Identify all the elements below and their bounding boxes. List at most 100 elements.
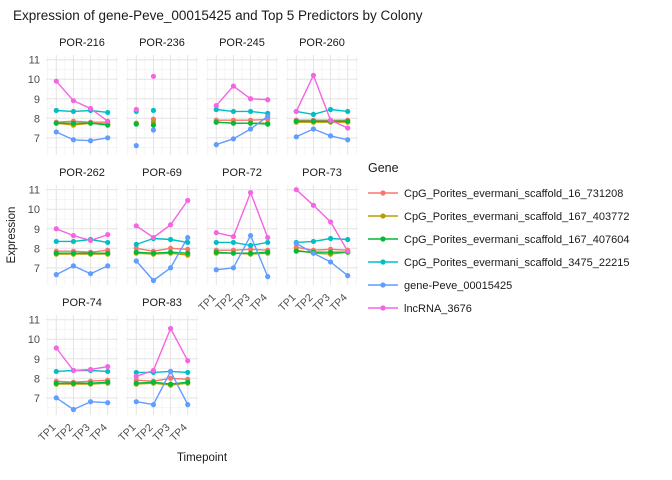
data-point xyxy=(327,117,334,123)
data-point xyxy=(265,97,271,103)
y-tick-label: 9 xyxy=(34,94,40,106)
legend-label: CpG_Porites_evermani_scaffold_16_731208 xyxy=(404,188,623,200)
data-point xyxy=(310,111,317,117)
y-tick-label: 9 xyxy=(34,224,40,236)
facet-label: POR-74 xyxy=(62,297,102,309)
data-point xyxy=(133,249,139,255)
data-point xyxy=(310,72,317,78)
data-point xyxy=(185,379,191,385)
data-point xyxy=(230,120,237,126)
data-point xyxy=(327,106,334,113)
data-point xyxy=(247,120,254,126)
facet-label: POR-73 xyxy=(302,167,342,179)
x-tick-label: TP4 xyxy=(328,292,350,314)
legend-label: CpG_Porites_evermani_scaffold_3475_22215 xyxy=(404,257,629,269)
line-CpG_Porites_evermani_scaffold_167_403772 xyxy=(136,382,188,386)
legend-title: Gene xyxy=(368,161,399,175)
facet-label: POR-69 xyxy=(142,167,182,179)
facet-label: POR-245 xyxy=(219,37,265,49)
data-point xyxy=(105,400,111,406)
data-point xyxy=(133,223,139,229)
data-point xyxy=(310,238,317,245)
data-point xyxy=(53,368,59,375)
data-point xyxy=(105,122,111,128)
data-point xyxy=(293,118,299,124)
line-gene-Peve_00015425 xyxy=(55,397,108,411)
data-point xyxy=(327,133,334,139)
data-point xyxy=(70,120,77,126)
line-CpG_Porites_evermani_scaffold_3475_22215 xyxy=(56,109,108,114)
legend-item-CpG_Porites_evermani_scaffold_167_407604: CpG_Porites_evermani_scaffold_167_407604 xyxy=(368,234,629,246)
legend-item-lncRNA_3676: lncRNA_3676 xyxy=(368,303,472,315)
y-tick-label: 7 xyxy=(34,393,40,405)
data-point xyxy=(70,232,77,239)
data-point xyxy=(53,226,59,232)
facet-label: POR-262 xyxy=(59,167,105,179)
line-gene-Peve_00015425 xyxy=(295,242,349,277)
data-point xyxy=(293,248,299,254)
data-point xyxy=(87,105,94,112)
data-point xyxy=(167,249,174,255)
data-point xyxy=(230,83,237,89)
facet-POR-245: POR-245 xyxy=(206,37,278,155)
y-tick-label: 11 xyxy=(29,185,40,197)
legend-item-CpG_Porites_evermani_scaffold_3475_22215: CpG_Porites_evermani_scaffold_3475_22215 xyxy=(368,257,629,269)
line-CpG_Porites_evermani_scaffold_3475_22215 xyxy=(136,370,188,374)
chart-title: Expression of gene-Peve_00015425 and Top… xyxy=(13,8,423,23)
data-point xyxy=(185,402,191,408)
data-point xyxy=(133,143,139,149)
legend-key-point xyxy=(380,282,386,288)
data-point xyxy=(185,234,191,241)
data-point xyxy=(247,250,254,256)
data-point xyxy=(185,369,191,376)
data-point xyxy=(105,239,111,246)
data-point xyxy=(133,245,139,251)
data-point xyxy=(185,358,191,364)
y-tick-label: 11 xyxy=(29,55,40,67)
data-point xyxy=(105,232,111,238)
data-point xyxy=(213,249,219,255)
gridlines xyxy=(126,55,198,155)
data-point xyxy=(150,277,157,284)
data-point xyxy=(87,380,94,386)
data-point xyxy=(105,135,111,141)
line-CpG_Porites_evermani_scaffold_3475_22215 xyxy=(216,108,268,115)
data-point xyxy=(70,108,77,115)
data-point xyxy=(230,250,237,256)
data-point xyxy=(293,108,299,115)
data-point xyxy=(105,250,111,256)
data-point xyxy=(167,375,174,381)
data-point xyxy=(230,233,237,240)
data-point xyxy=(167,265,174,271)
line-gene-Peve_00015425 xyxy=(135,237,189,282)
data-point xyxy=(167,236,174,243)
data-point xyxy=(150,73,157,79)
data-point xyxy=(53,107,59,114)
data-point xyxy=(345,118,351,124)
data-point xyxy=(133,241,139,247)
data-point xyxy=(310,202,317,208)
data-point xyxy=(70,367,77,374)
line-lncRNA_3676 xyxy=(55,80,109,122)
data-point xyxy=(53,272,59,278)
legend-label: CpG_Porites_evermani_scaffold_167_403772 xyxy=(404,211,629,223)
data-point xyxy=(167,381,174,387)
facet-label: POR-216 xyxy=(59,37,105,49)
data-point xyxy=(213,119,219,125)
data-point xyxy=(213,106,219,113)
x-tick-label: TP4 xyxy=(168,422,190,444)
data-point xyxy=(53,345,59,351)
line-lncRNA_3676 xyxy=(135,199,189,239)
data-point xyxy=(247,232,254,239)
data-point xyxy=(53,238,59,245)
facet-label: POR-83 xyxy=(142,297,182,309)
data-point xyxy=(53,250,59,256)
data-point xyxy=(230,136,237,142)
line-gene-Peve_00015425 xyxy=(216,234,269,277)
line-CpG_Porites_evermani_scaffold_167_407604 xyxy=(216,121,268,125)
data-point xyxy=(327,235,334,242)
data-point xyxy=(167,245,174,251)
